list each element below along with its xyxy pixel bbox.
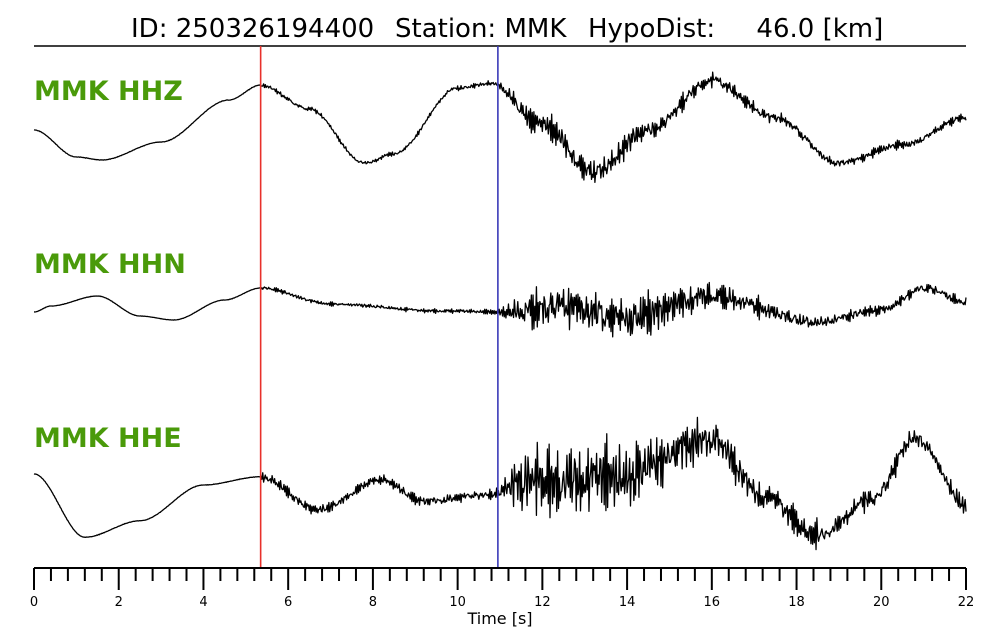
x-tick-label: 10: [449, 595, 466, 610]
x-tick-label: 6: [284, 595, 292, 610]
x-tick-label: 18: [788, 595, 805, 610]
x-tick-label: 8: [369, 595, 377, 610]
x-tick-label: 0: [30, 595, 38, 610]
event-id-text: ID: 250326194400: [131, 14, 374, 44]
figure-title: ID: 250326194400 Station: MMK HypoDist: …: [131, 14, 883, 44]
station-text: Station: MMK: [395, 14, 567, 44]
channel-label-mmk-hhe: MMK HHE: [34, 423, 182, 454]
trace-mmk-hhe: [33, 416, 967, 551]
x-tick-label: 16: [704, 595, 721, 610]
x-tick-label: 4: [199, 595, 207, 610]
trace-mmk-hhn: [33, 281, 967, 338]
x-axis-label: Time [s]: [466, 609, 532, 628]
x-tick-label: 22: [958, 595, 975, 610]
trace-mmk-hhz: [33, 71, 967, 184]
traces-group: [33, 71, 967, 551]
x-tick-label: 20: [873, 595, 890, 610]
hypodist-text: HypoDist: 46.0 [km]: [588, 14, 883, 44]
x-tick-label: 12: [534, 595, 551, 610]
x-axis: 0 2 4 6 8 10 12 14 16 18 20 22 Time [s]: [30, 567, 974, 628]
channel-labels-group: MMK HHZ MMK HHN MMK HHE: [34, 76, 186, 454]
phase-picks-group: [259, 46, 499, 568]
channel-label-mmk-hhz: MMK HHZ: [34, 76, 183, 107]
x-axis-ticks: 0 2 4 6 8 10 12 14 16 18 20 22: [30, 568, 974, 610]
x-tick-label: 2: [115, 595, 123, 610]
channel-label-mmk-hhn: MMK HHN: [34, 249, 186, 280]
x-tick-label: 14: [619, 595, 636, 610]
